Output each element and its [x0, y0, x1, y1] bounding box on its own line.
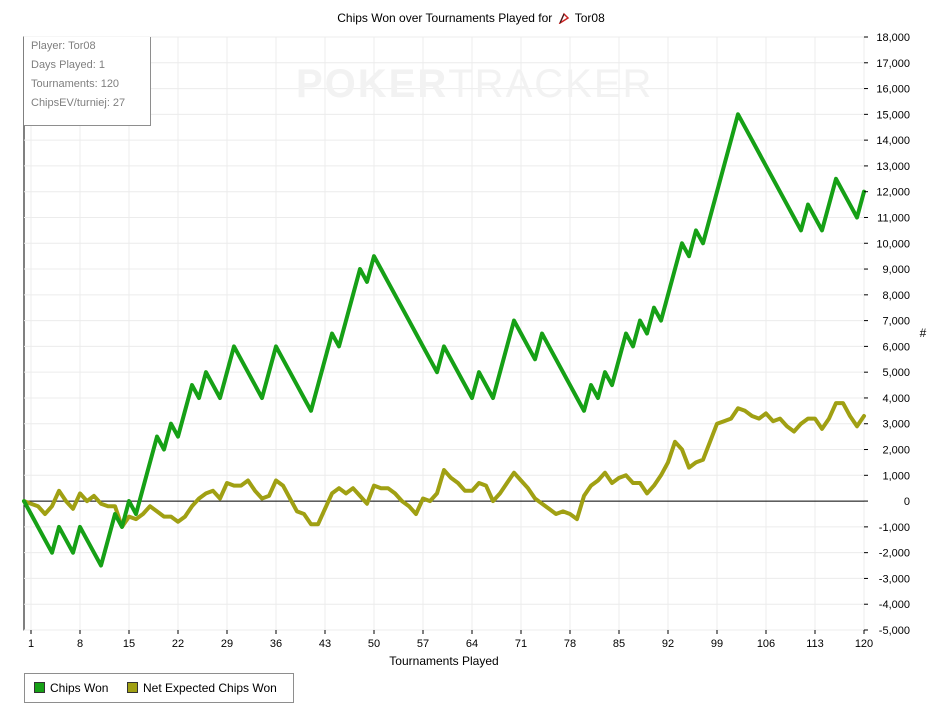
x-tick-label: 106 [757, 638, 775, 650]
x-tick-label: 1 [28, 638, 34, 650]
y-tick-label: 2,000 [882, 445, 910, 457]
y-tick-label: 12,000 [876, 187, 910, 199]
x-tick-label: 8 [77, 638, 83, 650]
legend-item-net-expected[interactable]: Net Expected Chips Won [127, 681, 277, 695]
y-tick-label: 10,000 [876, 238, 910, 250]
x-tick-label: 120 [855, 638, 873, 650]
y-tick-label: 5,000 [882, 367, 910, 379]
chart-title: Chips Won over Tournaments Played for To… [0, 11, 942, 25]
y-tick-label: 4,000 [882, 393, 910, 405]
chart-title-player: Tor08 [574, 11, 605, 25]
x-axis-label: Tournaments Played [389, 654, 499, 668]
info-tournaments: Tournaments: 120 [31, 78, 120, 90]
y-tick-label: -2,000 [879, 548, 910, 560]
plot-frame [23, 36, 865, 631]
info-chipsev: ChipsEV/turniej: 27 [31, 97, 126, 109]
y-tick-label: -4,000 [879, 599, 910, 611]
x-tick-label: 113 [806, 638, 824, 650]
y-axis-label: # [919, 326, 927, 340]
x-tick-label: 92 [662, 638, 674, 650]
y-tick-label: 8,000 [882, 290, 910, 302]
y-tick-label: 13,000 [876, 161, 910, 173]
legend: Chips Won Net Expected Chips Won [24, 673, 294, 703]
x-tick-label: 29 [221, 638, 233, 650]
legend-item-chips-won[interactable]: Chips Won [34, 681, 108, 695]
player-avatar-icon [558, 12, 569, 24]
y-tick-label: -1,000 [879, 522, 910, 534]
y-tick-label: -3,000 [879, 573, 910, 585]
legend-label-chips-won: Chips Won [50, 681, 109, 695]
y-axis: -5,000 -4,000 -3,000 -2,000 -1,000 0 1,000 2,00… [864, 32, 910, 637]
x-tick-label: 78 [564, 638, 576, 650]
x-tick-label: 22 [172, 638, 184, 650]
x-tick-label: 99 [711, 638, 723, 650]
legend-label-net-expected: Net Expected Chips Won [143, 681, 277, 695]
y-tick-label: 18,000 [876, 32, 910, 44]
x-tick-label: 85 [613, 638, 625, 650]
series-group [22, 112, 866, 568]
x-tick-label: 36 [270, 638, 282, 650]
pokertracker-watermark: POKERTRACKER [296, 62, 654, 106]
y-tick-label: 14,000 [876, 135, 910, 147]
y-tick-label: 11,000 [877, 212, 910, 224]
x-axis: 1 8 15 22 29 36 43 50 57 64 71 78 85 92 99 106 113 120 [28, 630, 873, 650]
y-tick-label: 6,000 [882, 341, 910, 353]
x-tick-label: 64 [466, 638, 478, 650]
y-tick-label: 9,000 [882, 264, 910, 276]
y-tick-label: -5,000 [879, 625, 910, 637]
y-tick-label: 3,000 [882, 419, 910, 431]
player-info-box: Player: Tor08 Days Played: 1 Tournaments… [24, 37, 151, 126]
y-tick-label: 16,000 [876, 84, 910, 96]
y-tick-label: 15,000 [876, 109, 910, 121]
y-tick-label: 7,000 [882, 316, 910, 328]
x-tick-label: 57 [417, 638, 429, 650]
info-player: Player: Tor08 [31, 40, 96, 52]
x-tick-label: 15 [123, 638, 135, 650]
series-line-chips-won [22, 112, 866, 568]
y-tick-label: 1,000 [882, 470, 910, 482]
x-tick-label: 43 [319, 638, 331, 650]
chart-title-text: Chips Won over Tournaments Played for [337, 11, 553, 25]
x-tick-label: 50 [368, 638, 380, 650]
legend-swatch-net-expected [127, 682, 138, 693]
y-tick-label: 0 [904, 496, 910, 508]
info-days-played: Days Played: 1 [31, 59, 105, 71]
x-tick-label: 71 [515, 638, 527, 650]
series-line-net-expected [22, 401, 866, 529]
legend-swatch-chips-won [34, 682, 45, 693]
y-tick-label: 17,000 [876, 58, 910, 70]
